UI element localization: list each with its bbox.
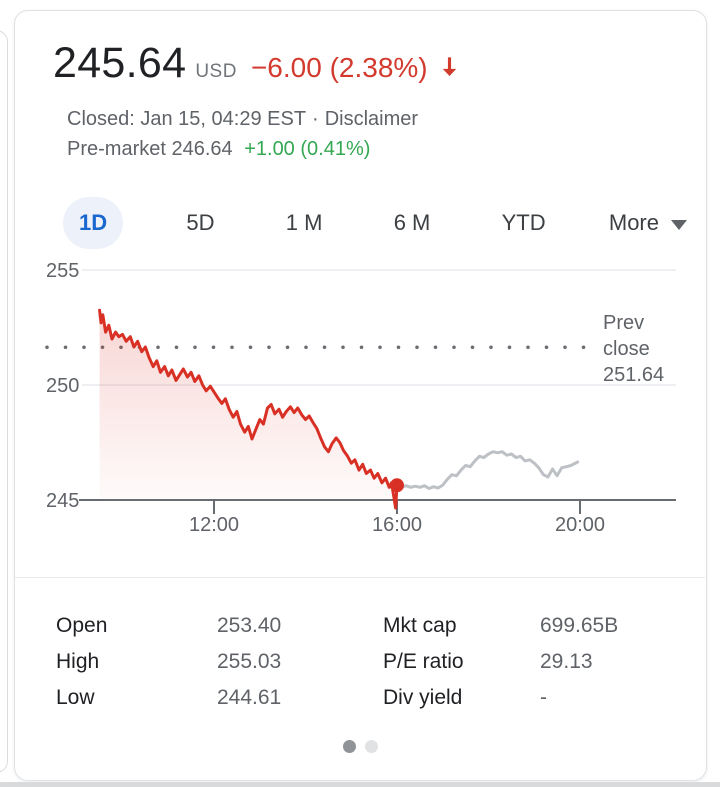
page-dot-1-active[interactable] xyxy=(342,740,356,753)
prev-close-label-line: 251.64 xyxy=(603,364,664,386)
currency-code: USD xyxy=(195,61,237,82)
section-divider xyxy=(15,577,705,578)
tab-6m[interactable]: 6 M xyxy=(393,210,431,235)
quote-header: 245.64 USD −6.00 (2.38%) xyxy=(53,39,463,88)
premarket-line: Pre-market 246.64 +1.00 (0.41%) xyxy=(67,138,370,161)
tab-1d[interactable]: 1D xyxy=(63,197,124,249)
price-chart[interactable]: 245 250 255 Prev close 251.64 12:00 16:00 20:00 xyxy=(0,252,720,542)
y-axis-label-250: 250 xyxy=(46,375,79,397)
premarket-change: +1.00 (0.41%) xyxy=(244,138,371,160)
stat-value-divyield: - xyxy=(540,686,547,709)
regular-hours-line xyxy=(98,308,399,510)
chevron-down-icon xyxy=(671,219,687,230)
arrow-down-icon xyxy=(436,54,463,86)
stat-label-pe: P/E ratio xyxy=(383,650,464,673)
stat-value-open: 253.40 xyxy=(217,614,282,637)
stat-label-mktcap: Mkt cap xyxy=(383,614,457,637)
regular-hours-fill xyxy=(99,310,397,508)
y-axis-label-245: 245 xyxy=(46,490,79,512)
stat-value-mktcap: 699.65B xyxy=(540,614,619,637)
x-axis-label-12:00: 12:00 xyxy=(189,514,239,536)
separator-dot: · xyxy=(312,108,319,130)
y-axis-label-255: 255 xyxy=(46,260,79,282)
tab-1m[interactable]: 1 M xyxy=(285,210,323,235)
disclaimer-link[interactable]: Disclaimer xyxy=(324,108,419,130)
page-dot-2[interactable] xyxy=(364,740,378,753)
last-price-dot xyxy=(390,478,404,493)
more-label: More xyxy=(608,210,659,235)
tab-5d[interactable]: 5D xyxy=(186,210,215,235)
price-row: 245.64 USD −6.00 (2.38%) xyxy=(53,39,463,88)
stat-label-high: High xyxy=(56,650,100,673)
stat-label-divyield: Div yield xyxy=(383,686,463,709)
price-change: −6.00 (2.38%) xyxy=(250,52,428,83)
stat-value-pe: 29.13 xyxy=(540,650,593,673)
tab-ytd[interactable]: YTD xyxy=(501,210,546,235)
time-range-tabs: 1D 5D 1 M 6 M YTD More xyxy=(63,194,687,252)
stat-value-low: 244.61 xyxy=(217,686,282,709)
x-axis-label-16:00: 16:00 xyxy=(372,514,422,536)
after-hours-line xyxy=(395,450,580,490)
market-status-line: Closed: Jan 15, 04:29 EST · Disclaimer xyxy=(67,108,418,131)
current-price: 245.64 xyxy=(53,39,187,87)
premarket-price-text: Pre-market 246.64 xyxy=(67,138,233,160)
prev-close-label-line: Prev xyxy=(603,312,644,334)
x-axis-label-20:00: 20:00 xyxy=(555,514,605,536)
stat-label-low: Low xyxy=(56,686,95,709)
more-dropdown-button[interactable]: More xyxy=(609,210,687,236)
stat-label-open: Open xyxy=(56,614,108,637)
prev-close-label-line: close xyxy=(603,338,650,360)
next-section-edge xyxy=(0,782,720,787)
closed-status-text: Closed: Jan 15, 04:29 EST xyxy=(67,108,307,130)
carousel-pagination xyxy=(0,740,720,753)
stat-value-high: 255.03 xyxy=(217,650,282,673)
key-stats-table: Open 253.40 Mkt cap 699.65B High 255.03 … xyxy=(56,608,664,716)
